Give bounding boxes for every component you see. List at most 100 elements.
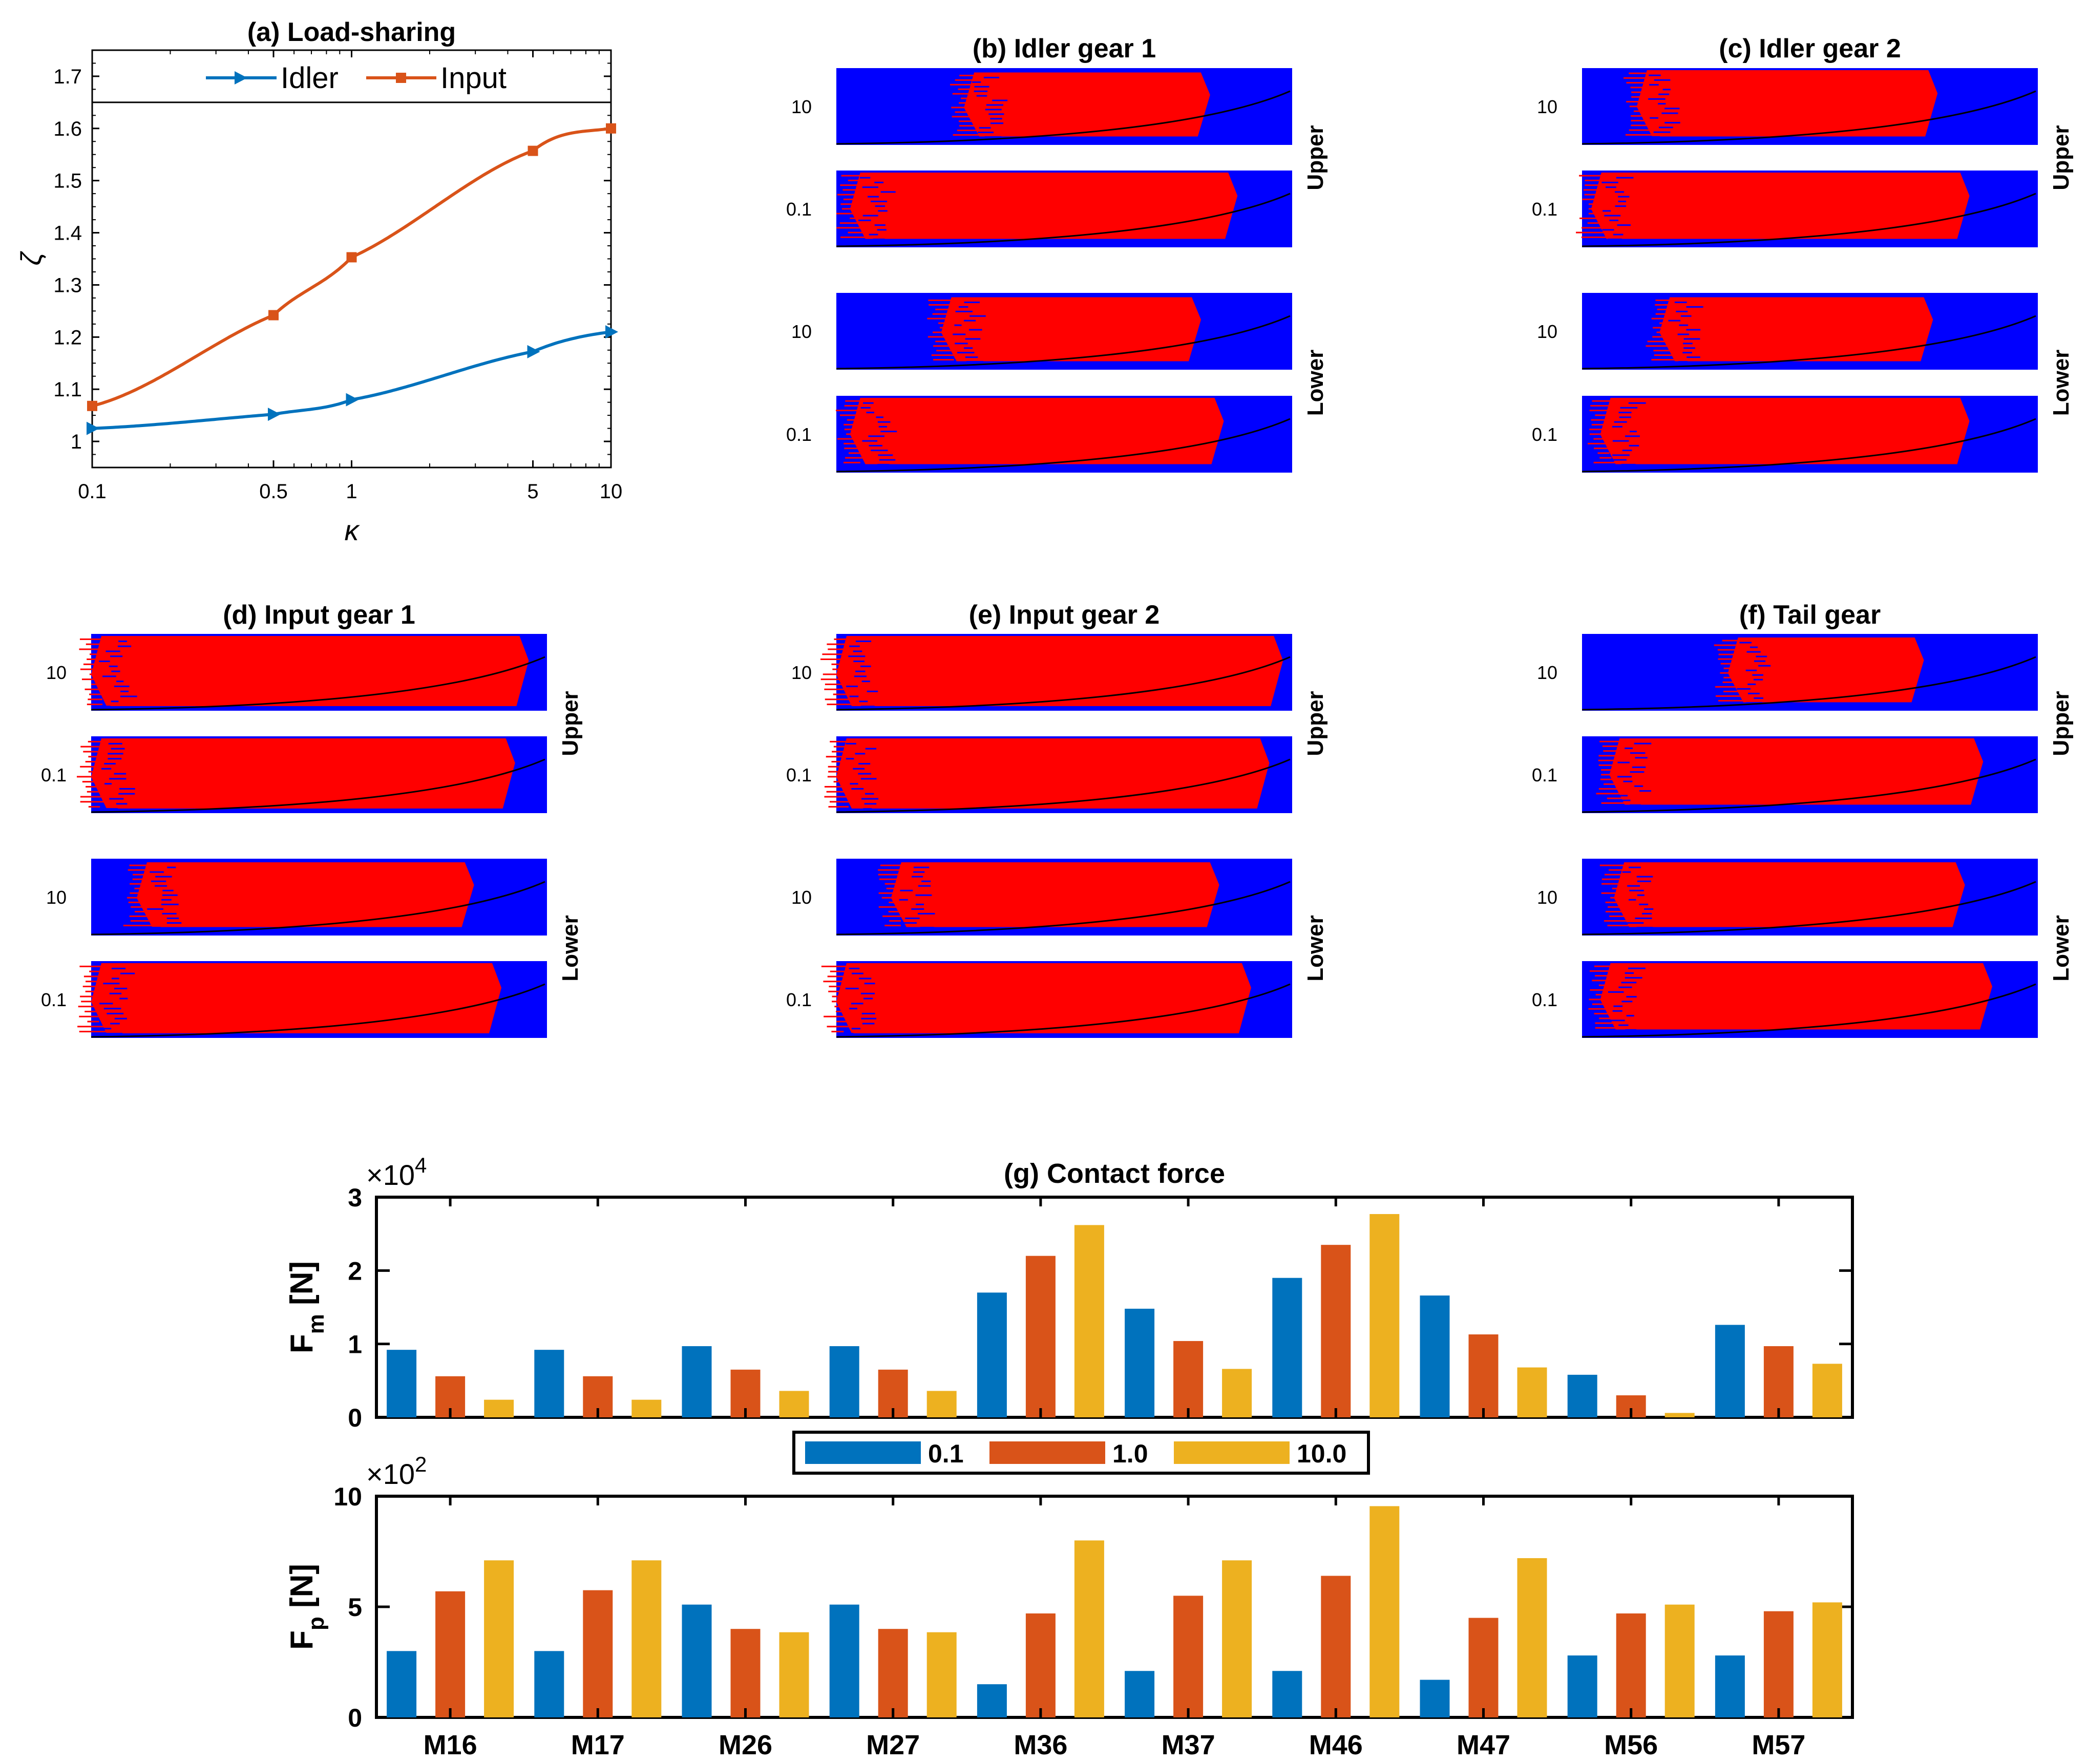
contact-streak xyxy=(1599,740,1630,742)
x-tick-label: 0.1 xyxy=(78,480,107,503)
contact-map xyxy=(820,634,1292,711)
contact-streak xyxy=(935,341,954,343)
gap-streak xyxy=(957,352,975,354)
contact-streak xyxy=(80,995,117,997)
gap-streak xyxy=(877,463,890,465)
contact-region xyxy=(964,72,1210,137)
contact-streak xyxy=(87,704,103,706)
contact-streak xyxy=(878,874,917,876)
gap-streak xyxy=(849,645,860,647)
gap-streak xyxy=(1658,103,1666,105)
contact-streak xyxy=(1592,400,1617,402)
contact-streak xyxy=(1595,975,1619,977)
gap-streak xyxy=(1608,991,1624,993)
gap-streak xyxy=(921,880,931,882)
contact-streak xyxy=(826,756,864,758)
contact-streak xyxy=(88,756,102,758)
gap-streak xyxy=(101,768,112,770)
bar-m16-1.0 xyxy=(435,1591,466,1717)
contact-streak xyxy=(821,965,861,967)
row-label: 10 xyxy=(791,662,812,683)
gap-streak xyxy=(863,402,874,404)
contact-streak xyxy=(80,668,119,670)
contact-region xyxy=(1609,738,1984,805)
gap-streak xyxy=(845,1033,854,1035)
contact-map xyxy=(1582,396,2038,473)
contact-streak xyxy=(1599,864,1638,866)
contact-streak xyxy=(1718,653,1749,655)
contact-streak xyxy=(1612,887,1628,889)
bar-m37-10.0 xyxy=(1222,1560,1252,1717)
gap-streak xyxy=(851,1028,861,1030)
bar-m46-1.0 xyxy=(1321,1576,1351,1717)
gap-streak xyxy=(861,992,875,994)
bar-m47-1.0 xyxy=(1468,1618,1499,1717)
bar-m37-1.0 xyxy=(1173,1341,1204,1417)
contact-streak xyxy=(1605,901,1631,903)
contact-streak xyxy=(1584,194,1614,196)
row-label: 10 xyxy=(791,96,812,117)
contact-streak xyxy=(827,776,858,778)
contact-streak xyxy=(836,1010,849,1012)
contact-pattern-panels: (b) Idler gear 1100.1100.1UpperLower(c) … xyxy=(41,34,2074,1038)
gap-streak xyxy=(1609,219,1619,221)
contact-streak xyxy=(88,740,103,742)
gap-streak xyxy=(1618,795,1628,797)
gap-streak xyxy=(1617,761,1630,763)
contact-streak xyxy=(957,130,985,132)
group-label-upper: Upper xyxy=(2049,691,2074,756)
contact-streak xyxy=(1606,910,1630,912)
bar-m56-1.0 xyxy=(1616,1613,1646,1717)
group-label-upper: Upper xyxy=(1303,125,1328,190)
contact-map xyxy=(77,961,547,1038)
contact-streak xyxy=(88,806,100,808)
y-label-unit: [N] xyxy=(284,1261,320,1314)
data-point-idler xyxy=(605,325,618,339)
gap-streak xyxy=(860,706,875,708)
bar-m57-0.1 xyxy=(1715,1325,1745,1417)
contact-region xyxy=(1600,398,1970,464)
gap-streak xyxy=(953,333,966,335)
gap-streak xyxy=(1749,646,1758,648)
gap-streak xyxy=(871,200,888,202)
contact-region xyxy=(836,636,1283,706)
bar-m37-1.0 xyxy=(1173,1596,1204,1717)
contact-streak xyxy=(841,208,870,210)
bar-m27-0.1 xyxy=(829,1346,859,1417)
gap-streak xyxy=(99,1003,113,1005)
gap-streak xyxy=(1628,899,1636,901)
contact-streak xyxy=(1717,649,1746,651)
contact-streak xyxy=(831,663,853,665)
gap-streak xyxy=(901,922,917,924)
gap-streak xyxy=(162,912,177,915)
contact-streak xyxy=(824,688,859,690)
contact-region xyxy=(1636,70,1938,137)
gap-streak xyxy=(963,320,976,322)
gap-streak xyxy=(855,753,866,755)
contact-streak xyxy=(89,693,106,695)
contact-map xyxy=(91,859,547,936)
contact-streak xyxy=(79,1031,114,1033)
contact-streak xyxy=(1591,419,1627,421)
gap-streak xyxy=(848,655,866,657)
contact-streak xyxy=(1588,203,1599,205)
contact-streak xyxy=(77,1026,114,1028)
gap-streak xyxy=(876,416,883,418)
gap-streak xyxy=(166,922,182,924)
contact-streak xyxy=(1597,452,1610,454)
boundary-curve xyxy=(836,881,1291,936)
contact-streak xyxy=(89,673,105,675)
gap-streak xyxy=(955,343,968,345)
contact-streak xyxy=(830,970,854,972)
bar-m26-10.0 xyxy=(779,1391,809,1417)
row-label: 0.1 xyxy=(1532,989,1557,1010)
contact-streak xyxy=(847,419,860,421)
contact-streak xyxy=(79,638,117,640)
gap-streak xyxy=(855,670,866,672)
contact-streak xyxy=(820,658,861,661)
bar-m26-10.0 xyxy=(779,1632,809,1717)
group-label-lower: Lower xyxy=(2049,915,2074,982)
contact-streak xyxy=(128,901,160,903)
contact-streak xyxy=(79,1015,113,1017)
contact-streak xyxy=(882,915,907,917)
